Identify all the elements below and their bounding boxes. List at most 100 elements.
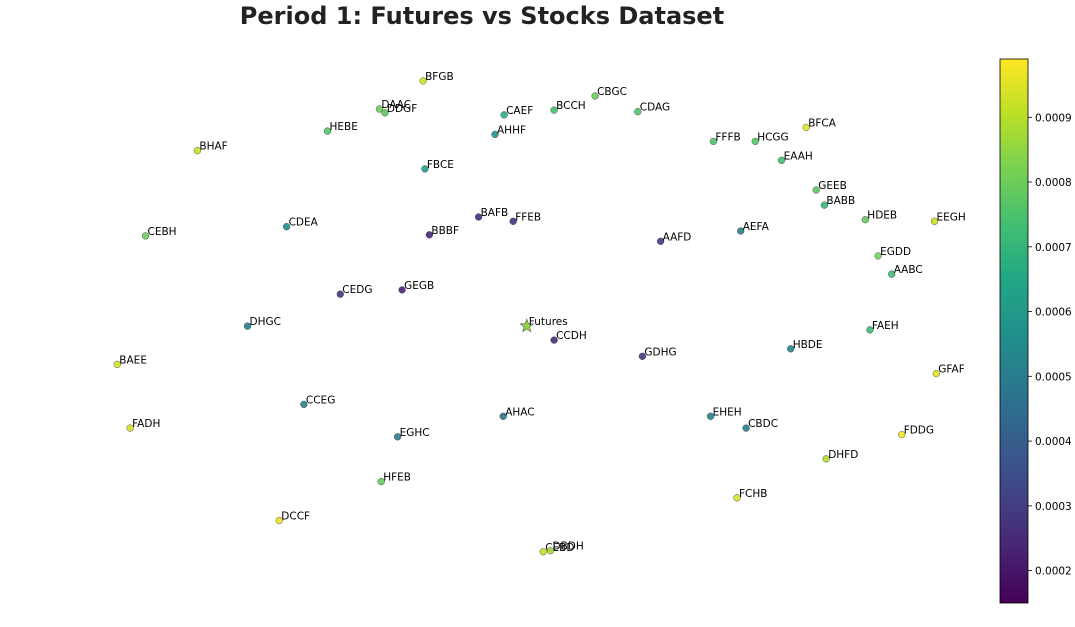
point-label: HBDE <box>793 339 823 351</box>
scatter-point <box>394 433 402 441</box>
colorbar: 0.0002 0.0003 0.0004 0.0005 0.0006 0.0007 0.00… <box>999 58 1072 604</box>
colorbar-tick-label: 0.0006 <box>1035 307 1072 319</box>
scatter-point <box>546 547 555 555</box>
point-label: BFCA <box>808 117 837 129</box>
futures-star-marker <box>519 318 535 333</box>
scatter-point <box>802 123 810 132</box>
point-label: FAEH <box>872 320 899 332</box>
scatter-point <box>737 227 745 235</box>
point-label: CCEG <box>306 394 335 406</box>
scatter-point <box>193 147 202 155</box>
point-label: GEEB <box>818 180 847 192</box>
point-label: HEBE <box>330 121 358 133</box>
point-label: BHAF <box>199 141 227 153</box>
scatter-point <box>243 322 252 330</box>
point-label: BBBF <box>431 225 459 237</box>
scatter-point <box>283 223 291 231</box>
scatter-point <box>550 106 558 114</box>
colorbar-tick-label: 0.0009 <box>1035 112 1072 124</box>
scatter-point <box>812 186 820 194</box>
scatter-point <box>861 216 869 224</box>
scatter-point <box>425 231 434 239</box>
scatter-point <box>375 105 384 113</box>
scatter-point <box>706 412 715 420</box>
point-label: CBDC <box>748 418 778 430</box>
point-label: FCHB <box>739 488 767 500</box>
scatter-point <box>275 516 283 525</box>
scatter-point <box>733 494 741 502</box>
colorbar-gradient <box>999 58 1029 604</box>
point-label: HCGG <box>757 131 789 143</box>
point-label: GFAF <box>938 364 964 376</box>
scatter-point <box>874 252 882 260</box>
scatter-point <box>820 201 829 209</box>
point-label: GDHG <box>644 346 676 358</box>
point-label: BFGB <box>425 71 454 83</box>
scatter-point <box>656 237 665 245</box>
colorbar-tick-label: 0.0008 <box>1035 177 1072 189</box>
scatter-point <box>113 360 121 369</box>
scatter-point <box>866 326 874 334</box>
point-label: CEDG <box>342 284 372 296</box>
scatter-point <box>638 352 647 360</box>
point-label: BAEE <box>119 354 147 366</box>
point-label: GEGB <box>404 280 434 292</box>
scatter-point <box>932 370 940 378</box>
point-label: HDEB <box>867 210 897 222</box>
colorbar-tick-label: 0.0007 <box>1035 242 1072 254</box>
scatter-point <box>500 111 508 119</box>
scatter-point <box>126 424 134 432</box>
point-label: AAFD <box>663 231 692 243</box>
scatter-point <box>509 217 517 225</box>
point-label: EGHC <box>400 427 430 439</box>
scatter-point <box>898 431 906 439</box>
point-label: AEFA <box>743 221 770 233</box>
futures-label: Futures <box>529 316 568 328</box>
scatter-point <box>141 232 150 240</box>
scatter-point <box>421 165 429 173</box>
scatter-point <box>550 336 558 344</box>
point-label: DHGC <box>250 316 281 328</box>
point-label: AHAC <box>505 406 534 418</box>
point-label: AABC <box>894 264 923 276</box>
colorbar-tick-label: 0.0002 <box>1035 566 1072 578</box>
scatter-point <box>300 400 308 409</box>
point-label: CAEF <box>506 105 533 117</box>
point-label: CBGC <box>597 86 627 98</box>
colorbar-tick-label: 0.0003 <box>1035 501 1072 513</box>
point-label: FADH <box>132 418 160 430</box>
scatter-point <box>323 127 332 135</box>
chart-title: Period 1: Futures vs Stocks Dataset <box>239 2 725 30</box>
point-label: DBDH <box>553 541 584 553</box>
point-label: CDAG <box>640 102 670 114</box>
scatter-point <box>888 270 896 278</box>
point-label: FBCE <box>427 159 454 171</box>
scatter-point <box>381 109 389 117</box>
scatter-point <box>475 213 483 221</box>
point-label: BCCH <box>556 100 586 112</box>
point-label: EAAH <box>784 150 813 162</box>
scatter-point <box>709 137 718 146</box>
point-label: CEBH <box>148 226 177 238</box>
scatter-point <box>591 92 599 100</box>
point-label: EEGH <box>937 211 966 223</box>
point-label: DHFD <box>828 449 858 461</box>
colorbar-tick-label: 0.0005 <box>1035 371 1072 383</box>
scatter-point <box>822 455 830 463</box>
point-label: FDDG <box>904 425 934 437</box>
scatter-point <box>751 137 759 146</box>
scatter-point <box>419 77 427 85</box>
point-label: EGDD <box>880 246 911 258</box>
scatter-point <box>634 108 642 116</box>
point-label: EHEH <box>713 406 742 418</box>
point-label: CDEA <box>289 217 319 229</box>
scatter-point <box>377 478 385 486</box>
scatter-point <box>742 424 750 432</box>
scatter-point <box>398 286 406 294</box>
point-label: DAAC <box>381 99 411 111</box>
scatter-point <box>787 345 795 353</box>
point-label: BAFB <box>481 207 509 219</box>
scatter-point <box>777 156 786 164</box>
